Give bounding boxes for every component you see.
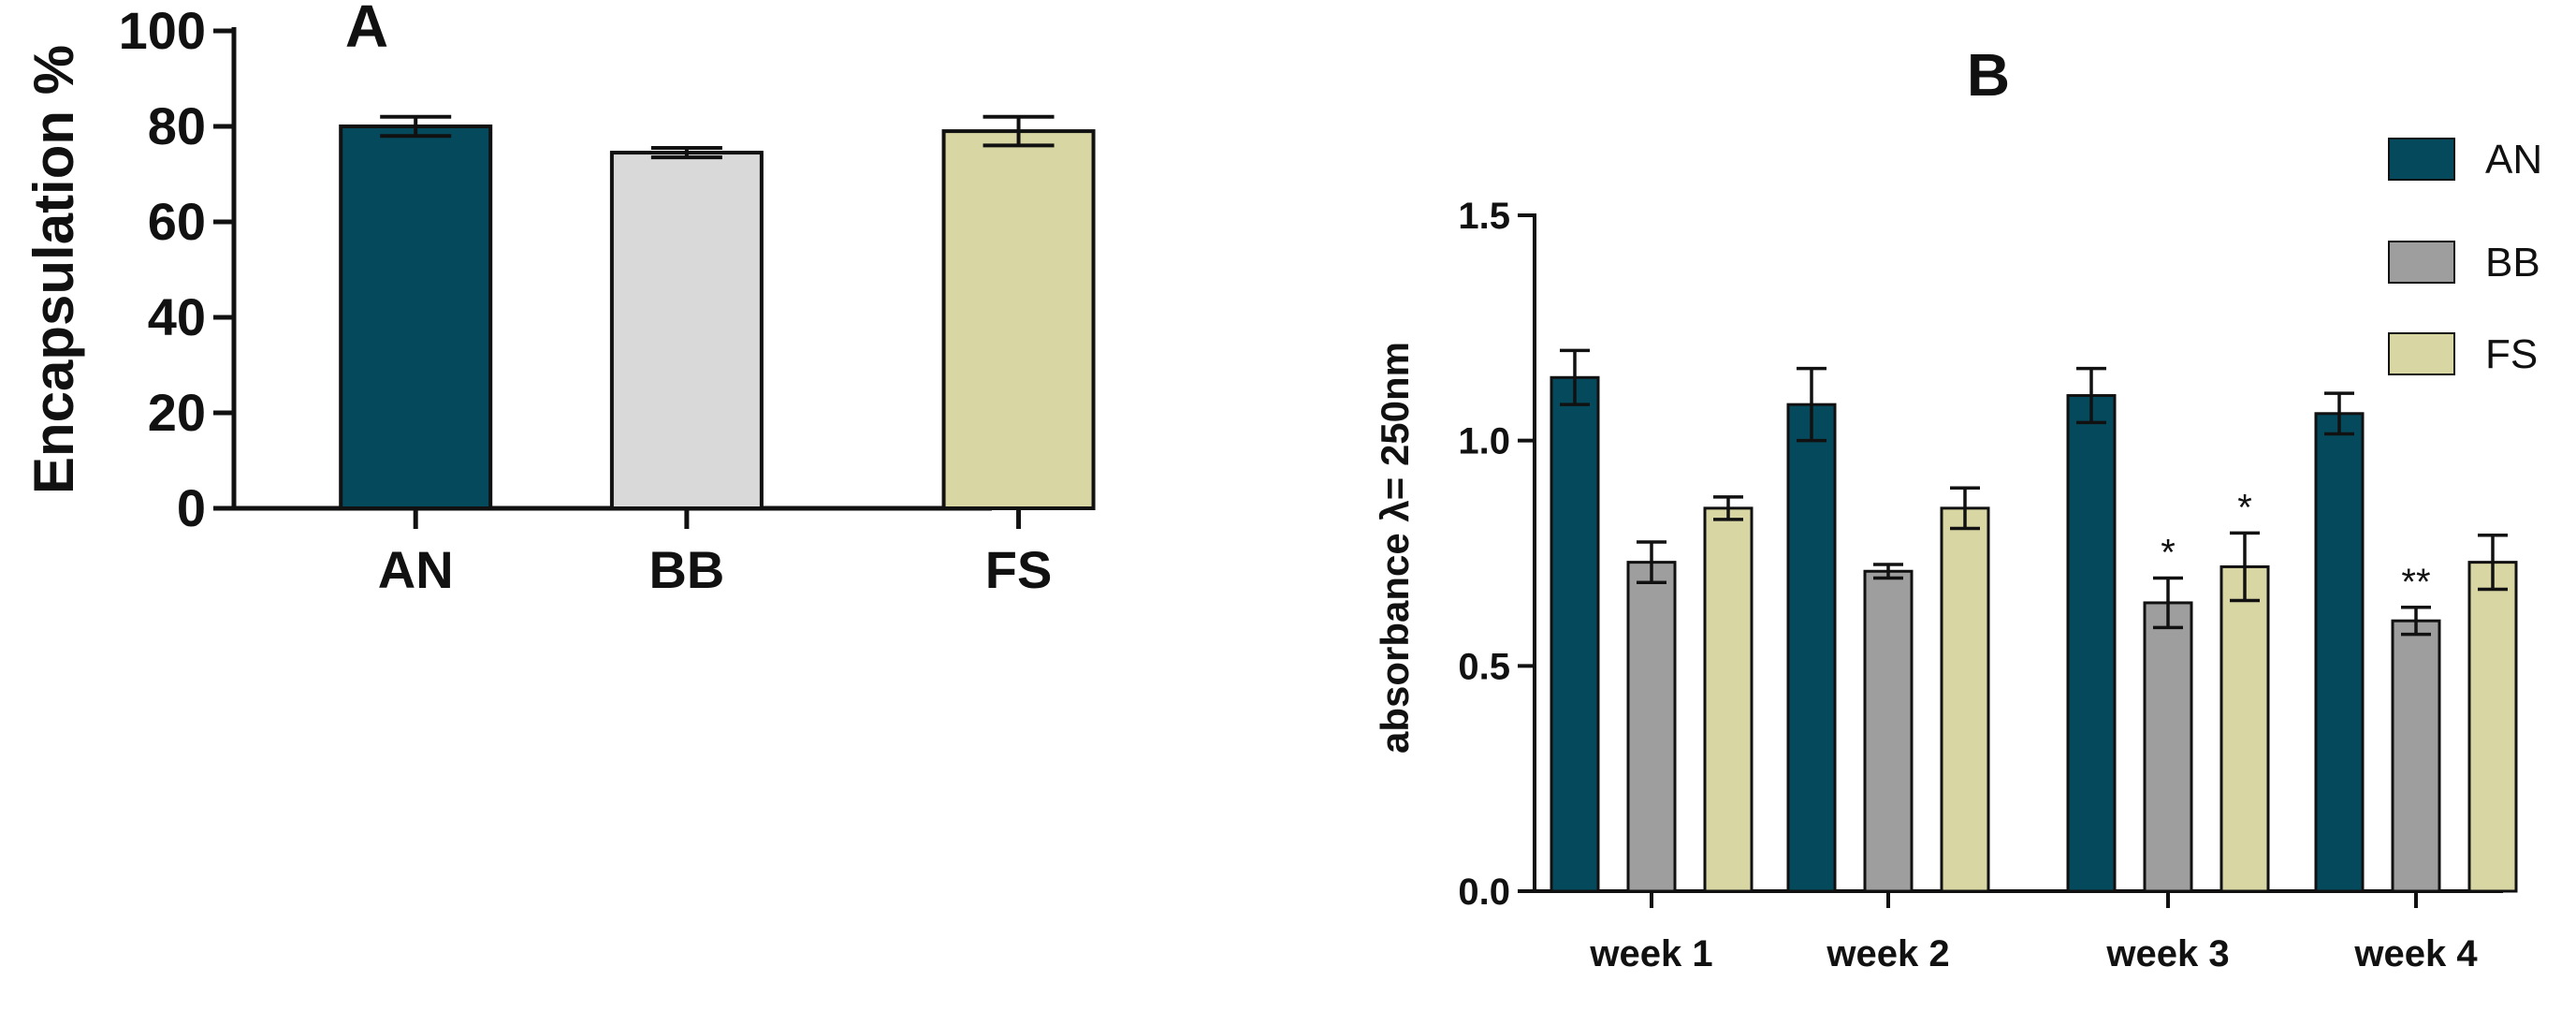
panel-a-marks: 0 20 40 60 80 100 AN BB FS bbox=[119, 1, 1096, 599]
panel-a-x-tick-label: BB bbox=[648, 540, 724, 599]
panel-b-y-axis-label: absorbance λ= 250nm bbox=[1373, 342, 1417, 754]
legend-swatch-fs bbox=[2388, 332, 2455, 375]
legend-label-an: AN bbox=[2485, 137, 2542, 183]
panel-b-bar bbox=[2143, 601, 2193, 893]
panel-a-bar bbox=[339, 125, 493, 510]
panel-b-bar bbox=[2467, 561, 2518, 893]
panel-b-y-tick-label: 0.0 bbox=[1458, 872, 1510, 913]
legend-swatch-bb bbox=[2388, 241, 2455, 284]
panel-b-bar bbox=[1703, 506, 1754, 893]
panel-a-x-tick-label: FS bbox=[985, 540, 1053, 599]
panel-b-bar bbox=[1786, 403, 1837, 893]
panel-b-bar bbox=[2219, 564, 2270, 893]
legend-label-fs: FS bbox=[2485, 331, 2538, 377]
panel-a-y-tick-label: 20 bbox=[148, 383, 206, 442]
panel-b-y-tick-label: 1.0 bbox=[1458, 421, 1510, 462]
panel-a-y-tick-label: 100 bbox=[119, 1, 206, 60]
panel-a-bar bbox=[609, 151, 764, 511]
panel-b-bar bbox=[2314, 412, 2365, 893]
panel-b-x-tick-label: week 3 bbox=[2105, 933, 2229, 974]
panel-b-y-tick-label: 1.5 bbox=[1458, 196, 1510, 237]
panel-b-x-tick-label: week 1 bbox=[1589, 933, 1712, 974]
panel-b-title: B bbox=[1967, 41, 2010, 109]
panel-b-chart: B absorbance λ= 250nm 0.0 0.5 1.0 1.5 week 1… bbox=[1373, 41, 2542, 974]
panel-b-bar bbox=[2391, 619, 2441, 893]
panel-b-x-tick-label: week 4 bbox=[2353, 933, 2478, 974]
panel-b-bar bbox=[1550, 375, 1600, 893]
panel-a-y-tick-label: 80 bbox=[148, 96, 206, 155]
panel-b-x-tick-label: week 2 bbox=[1826, 933, 1949, 974]
panel-b-bar bbox=[1626, 561, 1677, 893]
panel-b-bar bbox=[1863, 569, 1914, 893]
panel-a-chart: A Encapsulation % 0 20 40 60 80 100 AN BB FS bbox=[22, 0, 1096, 599]
panel-b-bar bbox=[1940, 506, 1990, 893]
panel-b-significance-marker: * bbox=[2237, 487, 2252, 528]
panel-a-y-tick-label: 40 bbox=[148, 287, 206, 346]
panel-b-significance-marker: ** bbox=[2401, 562, 2430, 603]
panel-a-bar bbox=[941, 129, 1096, 510]
panel-a-y-axis-label: Encapsulation % bbox=[22, 45, 85, 494]
panel-a-y-tick-label: 0 bbox=[177, 478, 206, 537]
panel-a-y-tick-label: 60 bbox=[148, 192, 206, 251]
panel-b-significance-marker: * bbox=[2161, 532, 2176, 573]
panel-b-bar bbox=[2066, 394, 2117, 893]
panel-b-legend: AN BB FS bbox=[2388, 137, 2542, 377]
panel-b-y-tick-label: 0.5 bbox=[1458, 646, 1510, 687]
panel-a-x-tick-label: AN bbox=[378, 540, 454, 599]
legend-label-bb: BB bbox=[2485, 240, 2540, 286]
legend-swatch-an bbox=[2388, 138, 2455, 181]
panel-a-title: A bbox=[345, 0, 388, 60]
